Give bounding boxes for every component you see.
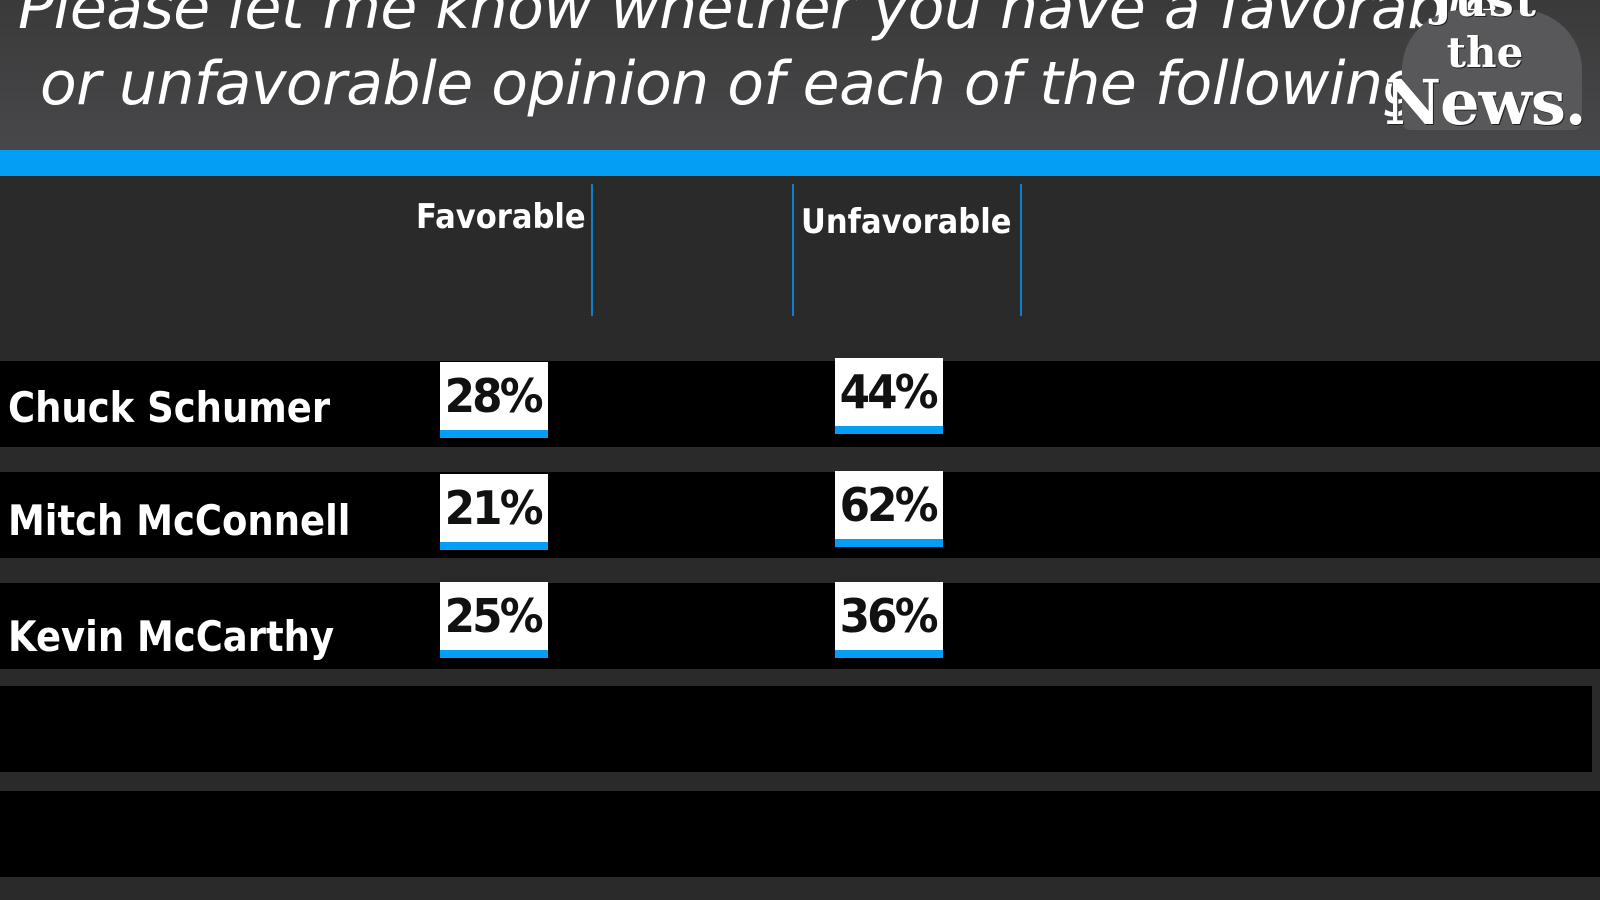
header: Please let me know whether you have a fa… xyxy=(0,0,1600,150)
logo-bell-shape xyxy=(1402,10,1582,130)
accent-bar xyxy=(0,150,1600,176)
favorable-value: 21% xyxy=(444,481,544,535)
logo-word-the: the xyxy=(1446,28,1524,77)
just-the-news-logo: Just the News. xyxy=(1382,0,1588,150)
unfavorable-value: 44% xyxy=(839,365,939,419)
unfavorable-value: 62% xyxy=(839,478,939,532)
column-header-unfavorable: Unfavorable xyxy=(801,202,1012,242)
title-line-1: Please let me know whether you have a fa… xyxy=(18,0,1498,43)
column-divider xyxy=(792,184,794,316)
favorable-value-box: 25% xyxy=(440,582,548,658)
table-row xyxy=(0,361,1600,447)
row-label: Mitch McConnell xyxy=(8,496,351,545)
logo-word-just: Just xyxy=(1432,0,1538,27)
column-divider xyxy=(1020,184,1022,316)
unfavorable-value-box: 36% xyxy=(835,582,943,658)
unfavorable-value-box: 44% xyxy=(835,358,943,434)
unfavorable-value: 36% xyxy=(839,589,939,643)
unfavorable-value-box: 62% xyxy=(835,471,943,547)
empty-table-row xyxy=(0,686,1592,772)
row-label: Kevin McCarthy xyxy=(8,612,335,661)
title-line-2: or unfavorable opinion of each of the fo… xyxy=(40,49,1440,119)
empty-table-row xyxy=(0,791,1600,877)
favorable-value: 25% xyxy=(444,589,544,643)
table-row xyxy=(0,472,1600,558)
column-divider xyxy=(591,184,593,316)
table-row xyxy=(0,583,1600,669)
favorable-value: 28% xyxy=(444,369,544,423)
column-header-favorable: Favorable xyxy=(416,197,586,237)
row-label: Chuck Schumer xyxy=(8,383,331,432)
favorable-value-box: 28% xyxy=(440,362,548,438)
favorable-value-box: 21% xyxy=(440,474,548,550)
logo-word-news: News. xyxy=(1384,66,1587,139)
